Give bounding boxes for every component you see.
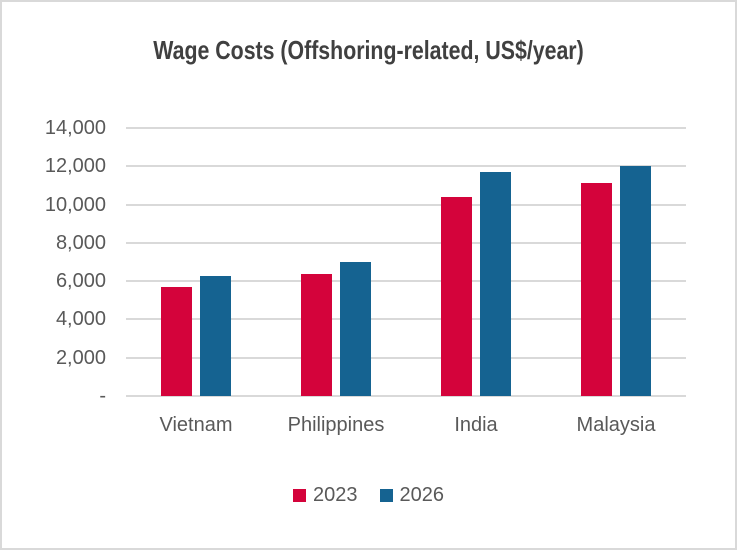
- y-axis: - 2,000 4,000 6,000 8,000 10,000 12,000 14,000: [2, 117, 106, 407]
- legend-label-2026: 2026: [399, 484, 445, 506]
- legend-item-2026: 2026: [379, 483, 445, 507]
- gridline: [126, 395, 686, 397]
- bar-india-2026: [480, 172, 511, 396]
- y-axis-tick-label: 6,000: [55, 270, 106, 293]
- y-axis-tick-label: 8,000: [55, 231, 106, 254]
- legend-swatch-2023: [293, 488, 306, 502]
- legend-swatch-2026: [379, 488, 393, 502]
- gridline: [126, 127, 686, 129]
- legend-label-2023: 2023: [313, 484, 358, 506]
- y-axis-tick-label: 10,000: [44, 193, 106, 216]
- x-axis-label-malaysia: Malaysia: [576, 414, 656, 436]
- bar-philippines-2026: [340, 262, 371, 396]
- plot-area: [126, 127, 686, 397]
- gridline: [126, 241, 686, 244]
- y-axis-tick-label: 2,000: [55, 346, 106, 369]
- legend: 2023 2026: [2, 483, 735, 507]
- gridline: [126, 356, 686, 359]
- bar-philippines-2023: [301, 273, 332, 396]
- y-axis-tick-label: 4,000: [55, 308, 106, 331]
- legend-item-2023: 2023: [293, 483, 358, 507]
- x-axis-label-philippines: Philippines: [287, 414, 385, 436]
- y-axis-tick-label: 14,000: [44, 117, 106, 139]
- x-axis-label-vietnam: Vietnam: [159, 414, 233, 436]
- bar-malaysia-2026: [620, 166, 651, 396]
- y-axis-tick-label: -: [99, 385, 106, 407]
- gridline: [126, 203, 686, 206]
- gridline: [126, 318, 686, 321]
- gridline: [126, 280, 686, 283]
- bar-malaysia-2023: [581, 182, 612, 396]
- bar-vietnam-2026: [200, 276, 231, 396]
- y-axis-tick-label: 12,000: [44, 155, 106, 178]
- x-axis-label-india: India: [454, 414, 498, 436]
- chart-title: Wage Costs (Offshoring-related, US$/year…: [153, 35, 584, 65]
- gridline: [126, 165, 686, 168]
- x-axis: Vietnam Philippines India Malaysia: [126, 412, 686, 438]
- bar-india-2023: [441, 196, 472, 396]
- bar-vietnam-2023: [161, 286, 192, 396]
